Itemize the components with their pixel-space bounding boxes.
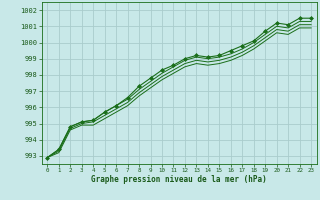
X-axis label: Graphe pression niveau de la mer (hPa): Graphe pression niveau de la mer (hPa) — [91, 175, 267, 184]
